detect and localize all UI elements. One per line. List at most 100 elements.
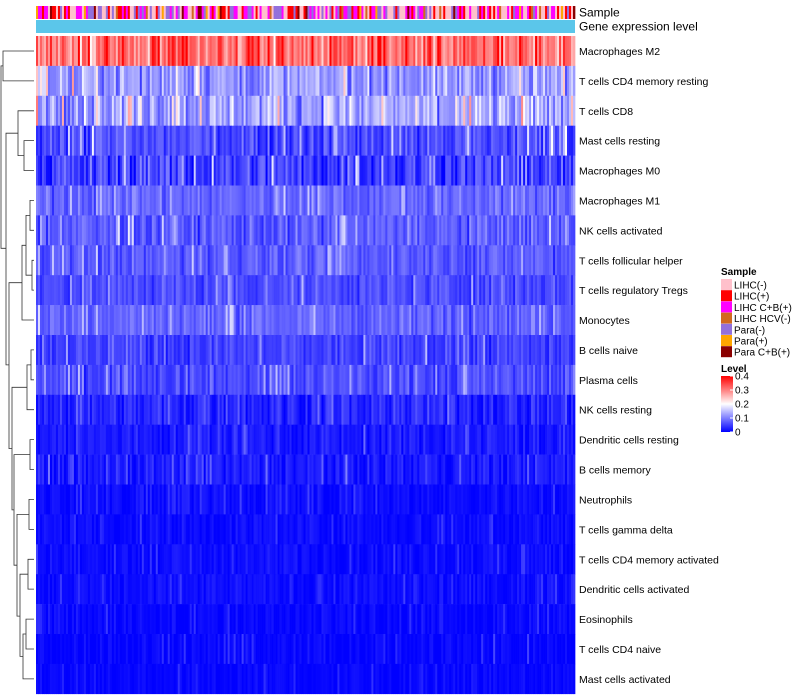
heatmap-cell [273,275,276,306]
heatmap-cell [491,125,494,156]
heatmap-cell [433,364,436,396]
heatmap-cell [179,245,183,276]
heatmap-cell [38,215,41,246]
heatmap-cell [239,305,242,336]
heatmap-cell [501,424,504,455]
heatmap-cell [289,394,292,425]
sample-annotation-cell [321,6,324,19]
heatmap-cell [105,245,109,276]
heatmap-cell [219,424,223,455]
heatmap-cell [45,155,49,186]
heatmap-cell [207,394,211,425]
heatmap-cell [175,36,179,67]
heatmap-cell [97,125,101,156]
heatmap-cell [225,484,228,515]
heatmap-cell [51,95,55,126]
heatmap-cell [439,305,442,336]
heatmap-cell [177,155,181,186]
heatmap-cell [371,215,374,246]
heatmap-cell [239,185,242,216]
heatmap-cell [257,484,260,515]
heatmap-cell [39,484,43,515]
heatmap-cell [319,364,322,396]
heatmap-cell [253,36,256,67]
heatmap-cell [511,65,514,97]
heatmap-cell [297,514,300,545]
heatmap-cell [149,275,153,306]
heatmap-cell [95,514,99,545]
heatmap-cell [393,245,396,276]
heatmap-cell [159,215,163,246]
heatmap-cell [383,335,386,366]
heatmap-cell [413,65,416,97]
heatmap-cell [447,305,450,336]
heatmap-cell [197,514,201,545]
heatmap-cell [89,394,93,425]
heatmap-cell [127,125,131,156]
heatmap-cell [467,245,470,276]
heatmap-cell [161,514,165,545]
heatmap-cell [233,245,236,276]
heatmap-cell [309,155,312,186]
heatmap-cell [235,245,238,276]
heatmap-cell [249,364,252,396]
heatmap-cell [431,514,434,545]
heatmap-cell [419,125,422,156]
heatmap-cell [573,305,576,336]
heatmap-cell [561,185,564,216]
heatmap-cell [215,454,219,485]
heatmap-cell [179,155,183,186]
heatmap-cell [525,155,528,186]
heatmap-cell [531,275,534,306]
heatmap-cell [237,335,240,366]
heatmap-cell [351,394,354,425]
heatmap-cell [43,394,47,425]
heatmap-cell [435,125,438,156]
heatmap-cell [49,125,53,156]
heatmap-row [36,364,576,396]
sample-annotation-cell [181,6,185,19]
sample-annotation-cell [435,6,438,19]
heatmap-cell [179,454,183,485]
heatmap-cell [39,305,43,336]
heatmap-cell [493,65,496,97]
heatmap-cell [535,245,538,276]
heatmap-cell [411,215,414,246]
heatmap-cell [147,424,151,455]
heatmap-cell [305,275,308,306]
heatmap-cell [311,305,314,336]
heatmap-cell [311,514,314,545]
heatmap-cell [555,305,558,336]
heatmap-cell [73,364,77,396]
heatmap-cell [521,215,524,246]
heatmap-cell [547,125,550,156]
heatmap-cell [167,454,171,485]
heatmap-cell [553,335,556,366]
heatmap-cell [351,245,354,276]
heatmap-cell [115,394,119,425]
heatmap-cell [371,514,374,545]
heatmap-cell [451,275,454,306]
heatmap-cell [557,215,560,246]
heatmap-cell [489,305,492,336]
heatmap-cell [441,484,444,515]
heatmap-cell [419,36,422,67]
heatmap-cell [457,275,460,306]
heatmap-cell [329,364,332,396]
heatmap-cell [38,185,41,216]
heatmap-cell [387,305,390,336]
heatmap-cell [369,424,372,455]
heatmap-cell [153,484,157,515]
heatmap-cell [75,245,79,276]
heatmap-cell [207,215,211,246]
heatmap-cell [57,484,61,515]
heatmap-cell [277,245,280,276]
heatmap-cell [73,514,77,545]
heatmap-cell [341,305,344,336]
heatmap-cell [511,95,514,126]
heatmap-cell [51,215,55,246]
heatmap-cell [231,394,234,425]
heatmap-cell [269,514,272,545]
heatmap-cell [49,185,53,216]
heatmap-cell [327,364,330,396]
